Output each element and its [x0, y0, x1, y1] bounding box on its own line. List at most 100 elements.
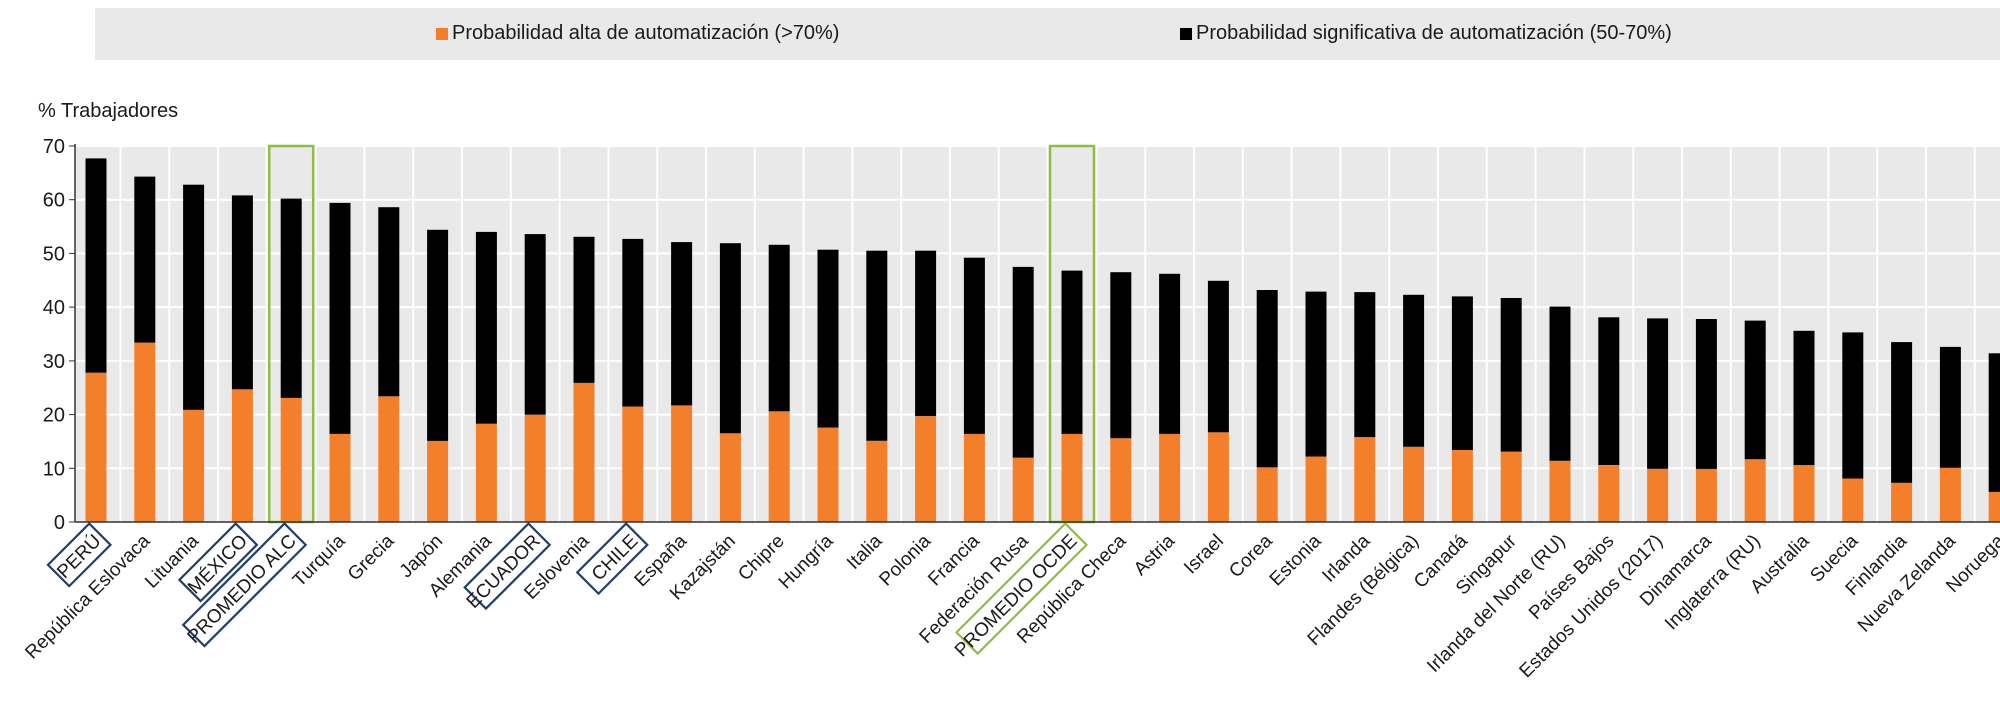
- bar-segment-significant: [280, 198, 302, 398]
- bar-segment-significant: [1842, 332, 1864, 479]
- bar-segment-high: [1451, 450, 1473, 522]
- bar-segment-high: [671, 405, 693, 522]
- bar-segment-high: [231, 389, 253, 522]
- bar-segment-high: [573, 382, 595, 522]
- gridlines: [75, 145, 2000, 522]
- bar-segment-high: [1793, 465, 1815, 522]
- y-tick-label: 60: [43, 190, 65, 212]
- bar-segment-high: [1159, 433, 1181, 522]
- bar-segment-high: [280, 397, 302, 522]
- bar-segment-high: [524, 414, 546, 522]
- bar-segment-significant: [1598, 317, 1620, 465]
- bar-segment-significant: [1403, 294, 1425, 447]
- bar-segment-significant: [1793, 330, 1815, 466]
- bar-segment-significant: [719, 243, 741, 434]
- bar-segment-significant: [1110, 272, 1132, 439]
- bar-segment-high: [915, 416, 937, 522]
- bar-segment-significant: [963, 257, 985, 434]
- y-tick-label: 70: [43, 136, 65, 158]
- x-tick-label: Hungría: [775, 530, 838, 593]
- y-tick-label: 20: [43, 405, 65, 427]
- x-tick-label: Israel: [1180, 531, 1228, 579]
- y-tick-label: 40: [43, 297, 65, 319]
- bar-segment-high: [1842, 478, 1864, 522]
- bar-segment-high: [1598, 465, 1620, 522]
- bar-segment-high: [378, 396, 400, 522]
- bar-segment-high: [1256, 467, 1278, 522]
- bar-segment-significant: [1891, 342, 1913, 483]
- bar-segment-significant: [768, 244, 790, 412]
- x-tick-label: Grecia: [344, 530, 399, 585]
- legend-background: [95, 8, 2000, 60]
- bar-segment-high: [1061, 433, 1083, 522]
- bar-segment-high: [1403, 446, 1425, 522]
- bar-segment-significant: [475, 231, 497, 424]
- highlight-label-box-blue: [181, 522, 308, 648]
- y-tick-label: 30: [43, 351, 65, 373]
- bar-segment-high: [622, 406, 644, 522]
- bar-segment-significant: [671, 242, 693, 406]
- highlight-label-box-blue: [177, 522, 259, 603]
- bar-segment-high: [329, 433, 351, 522]
- bar-segment-high: [963, 433, 985, 522]
- bar-segment-significant: [231, 195, 253, 390]
- bar-segment-significant: [866, 250, 888, 441]
- x-tick-label: Polonia: [875, 530, 935, 590]
- bar-segment-significant: [1012, 266, 1034, 458]
- bar-segment-high: [719, 433, 741, 522]
- bar-segment-significant: [622, 238, 644, 407]
- highlight-label-box-blue: [463, 522, 552, 611]
- bar-segment-significant: [1695, 319, 1717, 469]
- bar-segment-high: [475, 423, 497, 522]
- bar-segment-high: [427, 440, 449, 522]
- bar-segment-significant: [329, 202, 351, 434]
- highlight-label-box-blue: [575, 522, 649, 596]
- bar-segment-significant: [573, 236, 595, 383]
- bar-segment-high: [1110, 438, 1132, 522]
- legend-swatch-high: [436, 28, 448, 40]
- y-axis-ticks: 0 10 20 30 40 50 60 70: [43, 136, 2000, 534]
- bar-segment-high: [1939, 467, 1961, 522]
- bar-segment-high: [1695, 468, 1717, 522]
- bar-segment-significant: [817, 249, 839, 428]
- bar-segment-significant: [85, 158, 107, 373]
- bar-segment-significant: [524, 234, 546, 415]
- bar-segment-significant: [1256, 290, 1278, 468]
- bar-segment-significant: [1744, 320, 1766, 460]
- y-tick-label: 50: [43, 243, 65, 265]
- legend-label-significant: Probabilidad significativa de automatiza…: [1196, 22, 1672, 44]
- bar-segment-high: [1207, 432, 1229, 522]
- bar-segment-significant: [183, 184, 205, 410]
- bar-segment-significant: [1159, 273, 1181, 434]
- bar-segment-high: [1500, 451, 1522, 522]
- bar-segment-significant: [1354, 292, 1376, 438]
- x-tick-label: Estonia: [1266, 530, 1326, 590]
- bar-segment-high: [134, 342, 156, 522]
- bar-segment-significant: [1061, 270, 1083, 434]
- highlight-label-box-blue: [46, 522, 113, 588]
- bar-segment-high: [183, 409, 205, 522]
- bar-segment-high: [1549, 460, 1571, 522]
- bar-segment-significant: [134, 176, 156, 343]
- bar-segment-significant: [1647, 318, 1669, 469]
- x-tick-label: Turquía: [289, 530, 350, 591]
- bar-segment-significant: [1939, 346, 1961, 468]
- bar-segment-high: [1012, 457, 1034, 522]
- bar-segment-high: [768, 411, 790, 522]
- bar-segment-significant: [1305, 291, 1327, 457]
- bar-segment-high: [1305, 456, 1327, 522]
- bar-segment-high: [866, 440, 888, 522]
- bar-segment-significant: [427, 229, 449, 441]
- y-tick-label: 10: [43, 458, 65, 480]
- bar-segment-high: [1744, 459, 1766, 522]
- bar-segment-significant: [378, 207, 400, 397]
- bar-segment-high: [85, 372, 107, 522]
- bar-segment-significant: [1549, 306, 1571, 461]
- y-tick-label: 0: [54, 512, 65, 534]
- bars: [85, 158, 2000, 522]
- bar-segment-significant: [1988, 353, 2000, 492]
- x-tick-label: Italia: [843, 530, 887, 574]
